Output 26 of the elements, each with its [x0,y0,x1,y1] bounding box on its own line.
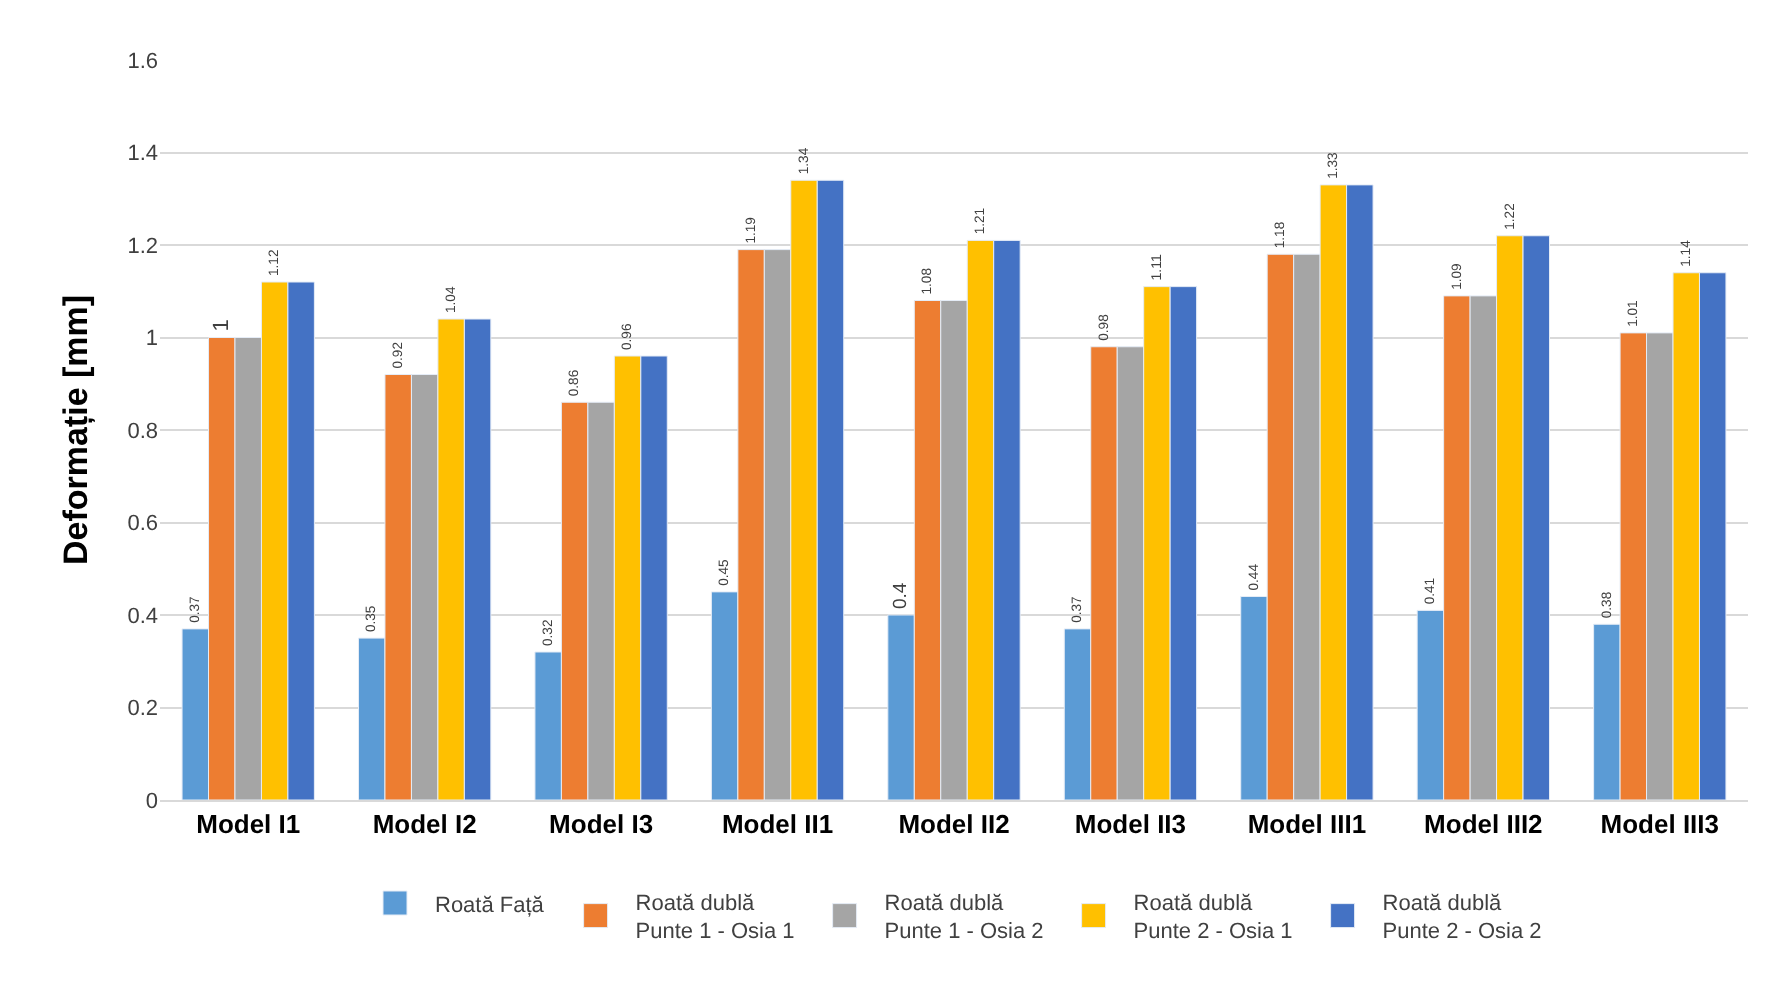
x-tick-label: Model II2 [898,809,1010,840]
y-tick-label: 0.2 [127,697,158,722]
y-tick-label: 1.2 [127,234,158,259]
data-label: 1 [209,319,234,332]
x-tick-label: Model I2 [372,809,477,840]
y-axis-title: Deformație [mm] [56,294,95,566]
x-tick-label: Model II1 [721,809,834,840]
x-tick-label: Model I3 [549,809,654,840]
legend-label: Roată dublă Punte 2 - Osia 2 [1382,891,1542,945]
y-tick-label: 1.4 [127,142,158,167]
legend-label: Roată Față [435,893,546,918]
x-tick-label: Model I1 [196,809,301,840]
y-tick-label: 0.6 [127,512,158,537]
legend-label: Roată dublă Punte 2 - Osia 1 [1133,891,1293,945]
y-tick-label: 0 [145,789,158,814]
legend-label: Roată dublă Punte 1 - Osia 1 [635,891,795,945]
data-label: 0.4 [890,582,913,609]
x-tick-label: Model III2 [1424,809,1543,840]
y-tick-label: 1.6 [127,49,158,74]
y-tick-label: 0.8 [127,419,158,444]
x-tick-label: Model III1 [1247,809,1367,840]
y-tick-label: 1 [145,327,158,352]
y-tick-label: 0.4 [127,604,158,629]
legend-label: Roată dublă Punte 1 - Osia 2 [884,891,1044,945]
x-tick-label: Model II3 [1074,809,1187,840]
x-tick-label: Model III3 [1600,809,1720,840]
